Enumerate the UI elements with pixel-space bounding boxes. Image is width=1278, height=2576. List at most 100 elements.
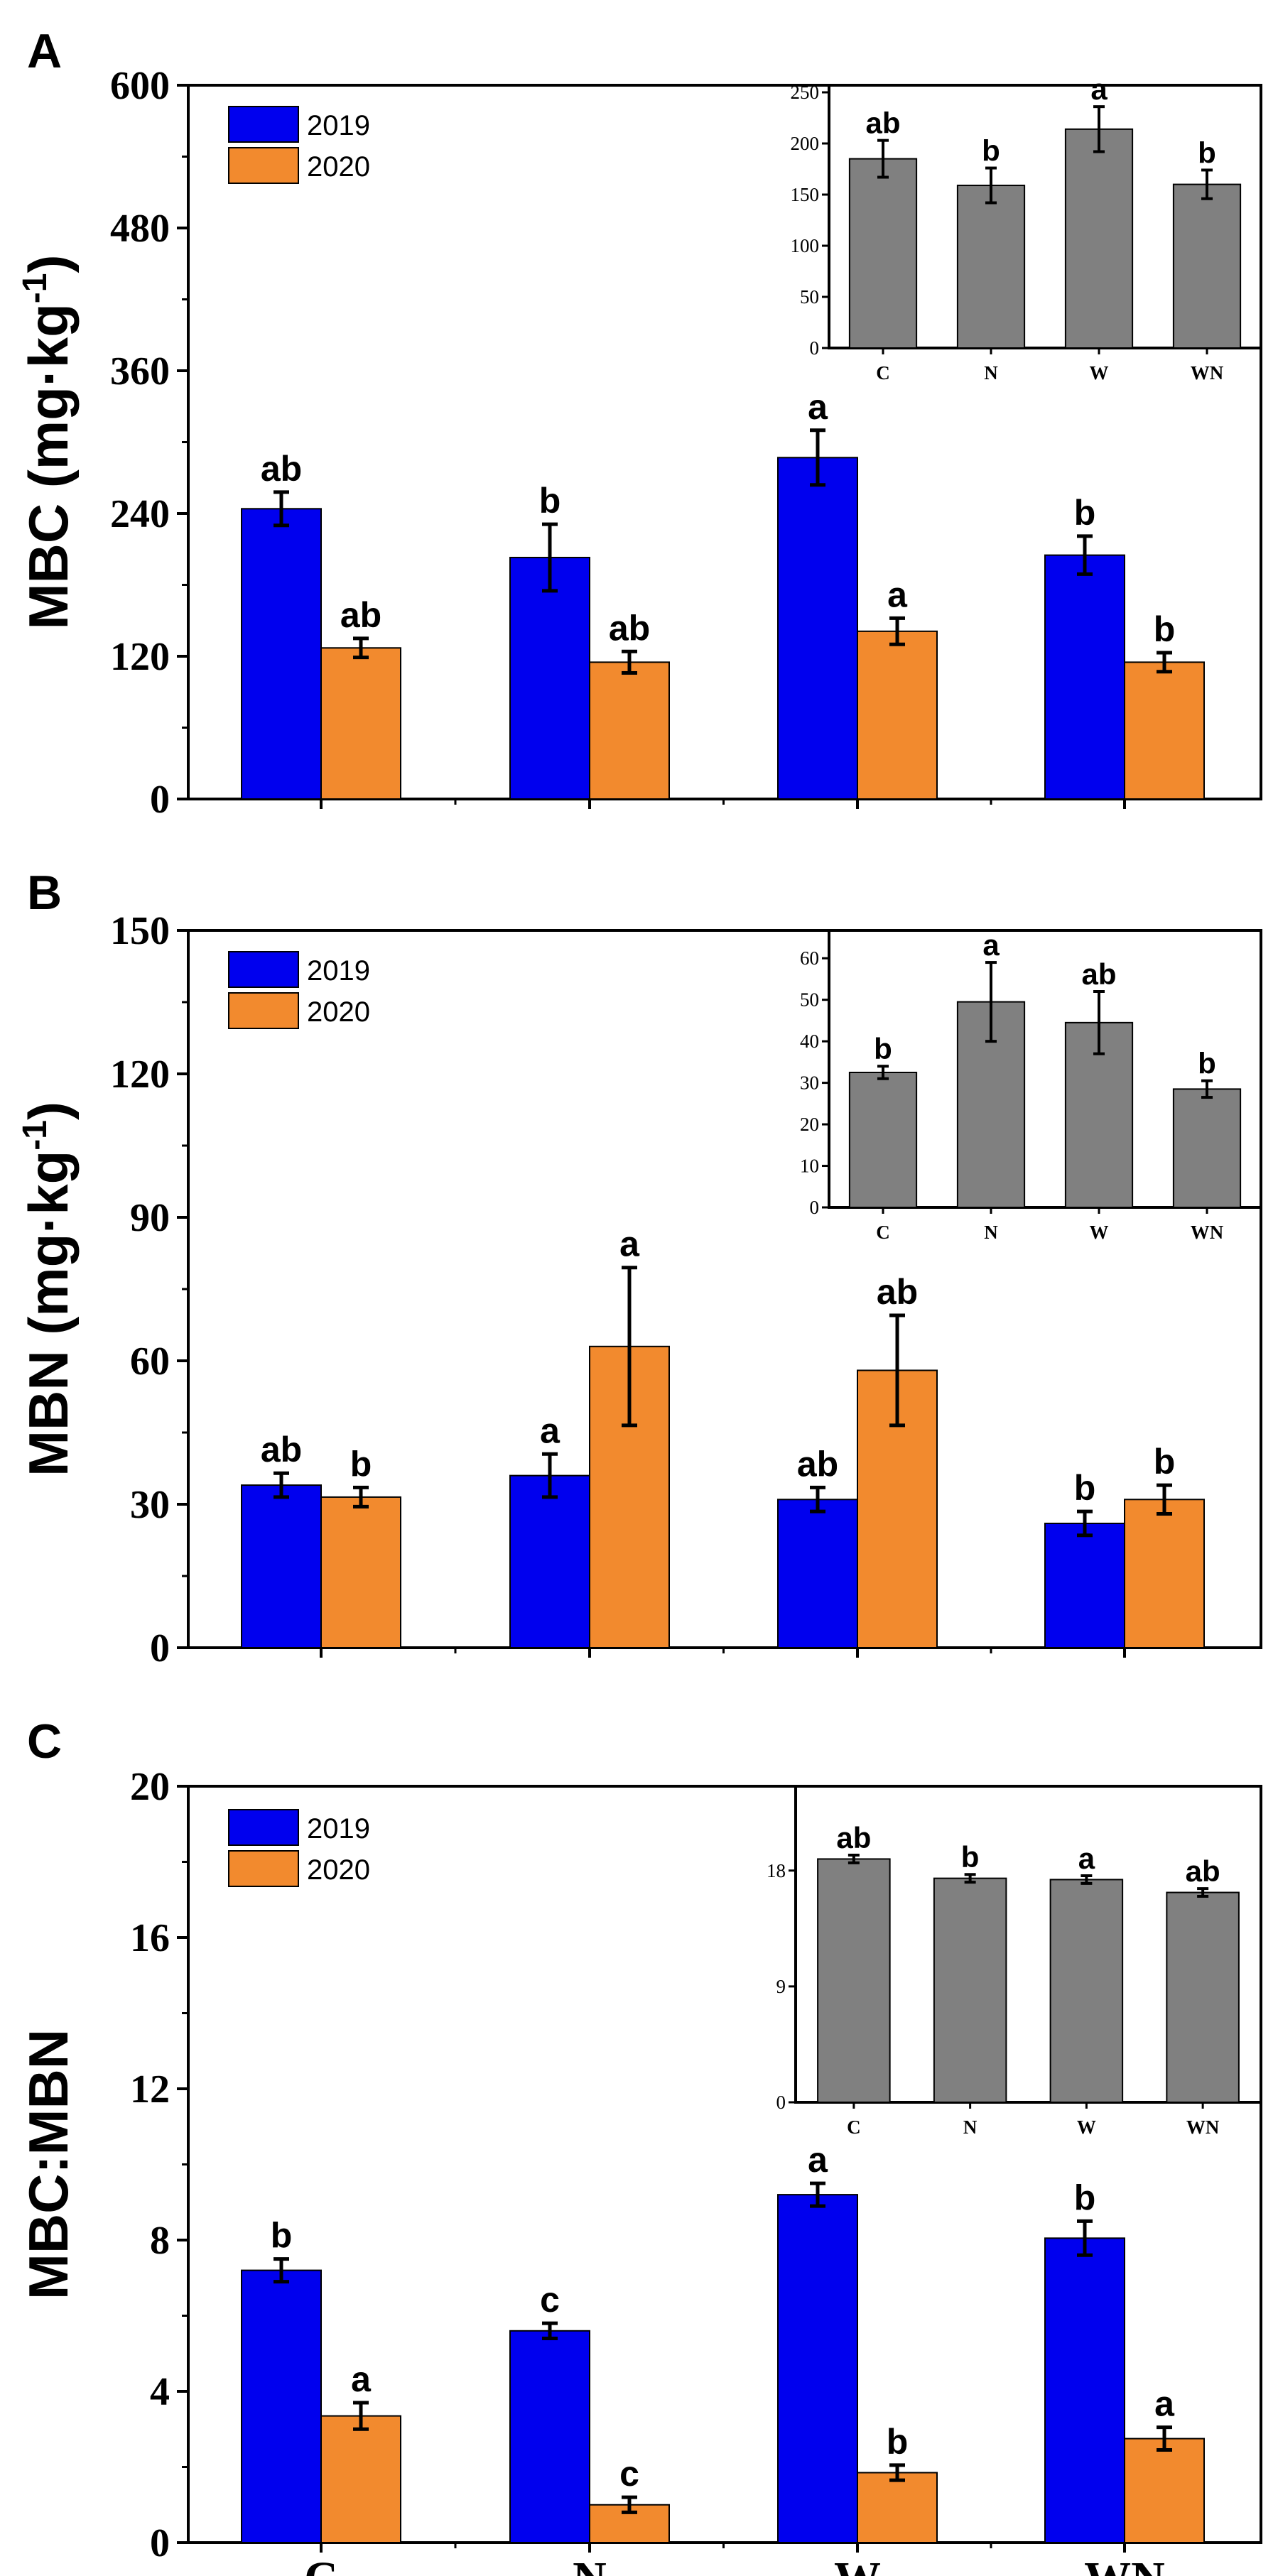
legend-swatch-2019 xyxy=(228,951,299,988)
inset-y-tick-label: 0 xyxy=(810,1197,820,1218)
significance-label: ab xyxy=(877,1272,918,1312)
bar-2020-wn xyxy=(1124,661,1205,800)
significance-label: ab xyxy=(340,595,381,635)
y-tick-label: 120 xyxy=(110,1053,170,1097)
inset-significance-label: a xyxy=(1078,1842,1095,1875)
y-tick-label: 12 xyxy=(130,2067,170,2112)
significance-label: a xyxy=(540,1411,561,1450)
inset-bar-wn xyxy=(1172,183,1242,349)
inset-y-tick-label: 100 xyxy=(791,235,820,256)
inset-significance-label: ab xyxy=(865,107,900,140)
significance-label: b xyxy=(1074,1468,1096,1508)
bar-2019-c xyxy=(241,508,322,800)
panel-letter: A xyxy=(27,24,62,78)
inset-y-tick-label: 40 xyxy=(800,1031,819,1052)
inset-bar-n xyxy=(933,1877,1007,2103)
y-tick-label: 60 xyxy=(130,1339,170,1384)
y-axis-label-text: MBC (mg·kg xyxy=(17,303,80,629)
inset-significance-label: b xyxy=(1198,136,1216,169)
significance-label: a xyxy=(351,2359,372,2399)
y-tick-label: 120 xyxy=(110,635,170,679)
x-tick-label-c: C xyxy=(304,2553,338,2576)
bar-2019-n xyxy=(509,1474,590,1649)
inset-y-tick-label: 50 xyxy=(800,286,819,308)
inset-x-tick-label-c: C xyxy=(876,362,890,384)
inset-x-tick-label-w: W xyxy=(1090,1222,1109,1243)
significance-label: a xyxy=(887,575,908,614)
legend-swatch-2020 xyxy=(228,147,299,184)
legend-swatch-2020 xyxy=(228,992,299,1029)
inset-significance-label: a xyxy=(982,928,1000,962)
significance-label: a xyxy=(1154,2384,1175,2424)
inset-significance-label: a xyxy=(1090,72,1108,106)
inset-x-tick-label-n: N xyxy=(963,2116,978,2138)
y-tick-label: 480 xyxy=(110,207,170,251)
significance-label: b xyxy=(271,2216,293,2256)
y-axis-label-superscript: -1 xyxy=(16,1120,54,1151)
inset-x-tick-label-n: N xyxy=(984,362,998,384)
inset-bar-w xyxy=(1064,128,1134,349)
y-axis-label-text: MBN (mg·kg xyxy=(17,1151,80,1477)
inset-y-tick-label: 9 xyxy=(776,1976,786,1997)
y-tick-label: 0 xyxy=(150,778,170,822)
y-tick-label: 240 xyxy=(110,492,170,536)
bar-2019-wn xyxy=(1044,554,1125,800)
y-axis-label-close: ) xyxy=(17,255,80,273)
inset-y-tick-label: 0 xyxy=(810,337,820,359)
inset-bar-w xyxy=(1049,1879,1124,2103)
significance-label: b xyxy=(350,1444,372,1484)
significance-label: b xyxy=(1074,493,1096,533)
bar-2020-n xyxy=(589,661,670,800)
bar-2019-w xyxy=(777,457,858,800)
y-tick-label: 360 xyxy=(110,349,170,393)
inset-x-tick-label-c: C xyxy=(847,2116,861,2138)
bar-2020-c xyxy=(320,647,401,800)
panel-letter: C xyxy=(27,1714,62,1768)
inset-y-tick-label: 18 xyxy=(767,1860,786,1881)
y-tick-label: 20 xyxy=(130,1765,170,1809)
significance-label: c xyxy=(540,2280,560,2320)
y-tick-label: 8 xyxy=(150,2219,170,2263)
y-tick-label: 4 xyxy=(150,2370,170,2414)
y-tick-label: 600 xyxy=(110,64,170,108)
panel-letter: B xyxy=(27,866,62,920)
inset-significance-label: ab xyxy=(1186,1854,1220,1888)
bar-2019-w xyxy=(777,1499,858,1648)
significance-label: a xyxy=(619,1224,640,1264)
inset-x-tick-label-w: W xyxy=(1090,362,1109,384)
legend-label-2020: 2020 xyxy=(307,996,370,1028)
legend-label-2020: 2020 xyxy=(307,151,370,183)
significance-label: a xyxy=(808,2140,828,2180)
inset-y-tick-label: 10 xyxy=(800,1156,819,1177)
legend-label-2019: 2019 xyxy=(307,110,370,141)
significance-label: ab xyxy=(261,1430,302,1469)
y-tick-label: 16 xyxy=(130,1916,170,1960)
bar-2019-wn xyxy=(1044,2237,1125,2543)
y-axis-label: MBN (mg·kg-1) xyxy=(16,1102,80,1477)
inset-significance-label: b xyxy=(982,134,1000,168)
y-axis-label-text: MBC:MBN xyxy=(17,2029,80,2300)
inset-bar-c xyxy=(848,158,918,349)
inset-bar-c xyxy=(848,1072,918,1208)
inset-bar-n xyxy=(956,185,1026,349)
inset-y-tick-label: 200 xyxy=(791,133,820,154)
inset-y-tick-label: 250 xyxy=(791,82,820,103)
legend-swatch-2019 xyxy=(228,1809,299,1846)
inset-x-tick-label-c: C xyxy=(876,1222,890,1243)
inset-y-tick-label: 30 xyxy=(800,1072,819,1094)
y-tick-label: 150 xyxy=(110,909,170,953)
significance-label: b xyxy=(887,2422,909,2462)
y-tick-label: 0 xyxy=(150,2521,170,2565)
significance-label: ab xyxy=(609,608,650,648)
inset-y-tick-label: 150 xyxy=(791,184,820,205)
legend-label-2019: 2019 xyxy=(307,1813,370,1844)
significance-label: b xyxy=(1154,609,1176,649)
legend-swatch-2020 xyxy=(228,1850,299,1887)
inset-significance-label: ab xyxy=(1081,957,1116,991)
x-tick-label-w: W xyxy=(834,2553,881,2576)
inset-y-tick-label: 20 xyxy=(800,1114,819,1135)
inset-x-tick-label-wn: WN xyxy=(1186,2116,1220,2138)
